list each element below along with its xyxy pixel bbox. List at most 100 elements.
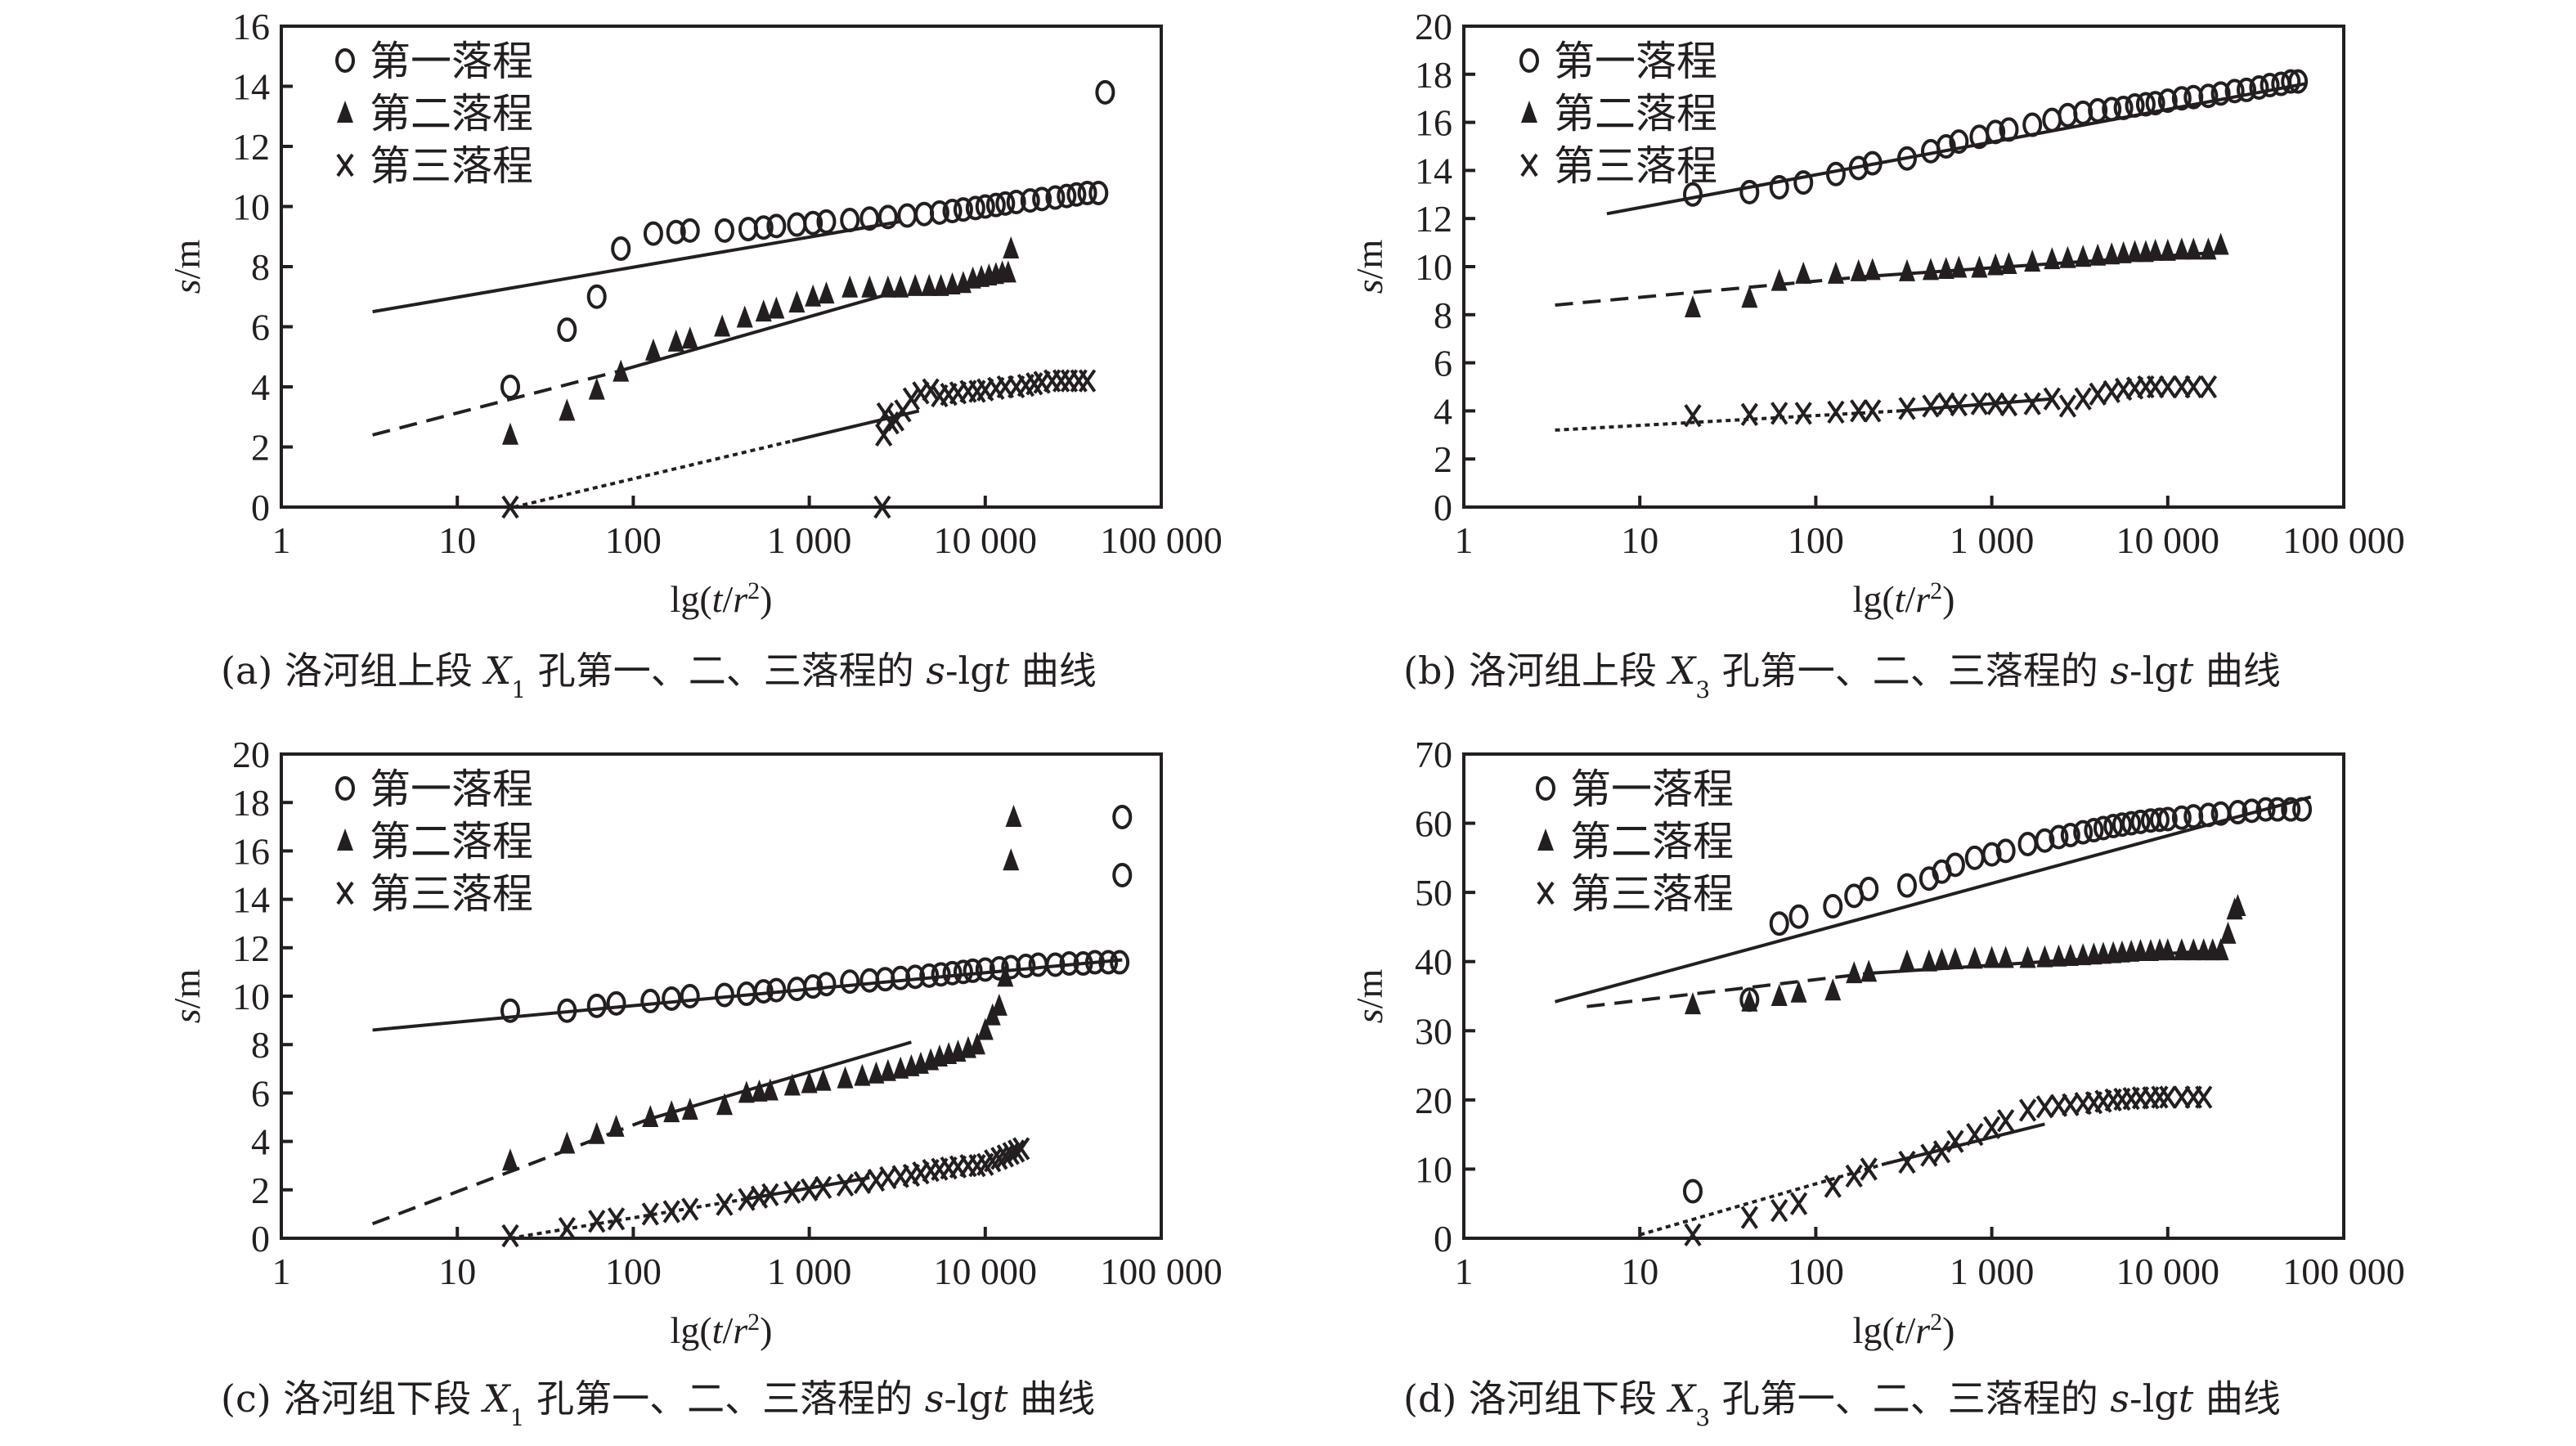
data-point-circle (931, 962, 951, 987)
data-point-triangle (681, 326, 698, 349)
y-tick-label: 18 (232, 782, 270, 824)
data-point-circle (989, 955, 1009, 981)
data-point-circle (1057, 183, 1077, 209)
data-point-circle (1949, 129, 1969, 155)
data-point-triangle (1950, 255, 1968, 278)
data-point-circle (1032, 186, 1052, 212)
x-tick-label: 100 000 (1100, 1251, 1223, 1292)
y-tick-label: 50 (1415, 872, 1452, 914)
series-1 (500, 79, 1115, 399)
y-axis-title: s/m (1349, 969, 1390, 1024)
y-tick-label: 12 (232, 126, 270, 168)
x-tick-label: 1 000 (1950, 1251, 2035, 1292)
fit-line-solid (615, 289, 901, 374)
caption-part: -lg (2129, 649, 2179, 693)
x-axis-title-part: lg( (671, 578, 712, 620)
y-tick-label: 0 (1434, 1218, 1452, 1260)
data-point-cross (990, 1147, 1008, 1170)
data-point-cross (996, 1144, 1014, 1168)
data-point-triangle (1770, 268, 1788, 291)
data-point-triangle (1005, 804, 1022, 827)
data-point-cross (1932, 1140, 1951, 1164)
caption-part: 曲线 (2193, 649, 2281, 693)
data-point-triangle (2089, 243, 2107, 266)
data-point-circle (1045, 185, 1066, 210)
data-point-cross (2018, 1098, 2037, 1122)
y-tick-label: 6 (251, 1072, 270, 1114)
series-3 (501, 1137, 1030, 1248)
x-axis-title-part: t (1895, 578, 1906, 620)
x-axis-title-part: ) (1942, 1309, 1954, 1351)
data-point-circle (680, 984, 700, 1008)
data-point-circle (2060, 822, 2080, 847)
y-axis-title-unit: /m (166, 240, 208, 280)
data-point-circle (1059, 951, 1079, 977)
data-point-circle (1066, 182, 1087, 207)
data-point-circle (2157, 806, 2178, 832)
data-point-circle (1084, 950, 1105, 975)
data-point-cross (1898, 1150, 1916, 1174)
data-point-cross (2184, 375, 2202, 399)
data-point-cross (800, 1178, 819, 1201)
data-point-circle (803, 210, 824, 236)
caption-part: (c) 洛河组下段 (221, 1376, 483, 1421)
data-point-circle (2149, 807, 2170, 833)
caption-part: X (1667, 649, 1698, 693)
data-point-cross (716, 1192, 734, 1216)
data-point-circle (557, 317, 577, 343)
caption-part: t (994, 649, 1010, 693)
data-point-cross (1078, 369, 1097, 393)
x-axis-title-part: / (722, 1309, 733, 1351)
data-point-circle (766, 213, 787, 239)
data-point-circle (666, 219, 686, 245)
data-point-circle (2228, 800, 2248, 825)
x-tick-label: 1 000 (1950, 519, 2035, 561)
data-point-circle (816, 972, 837, 997)
y-tick-label: 16 (232, 6, 270, 47)
data-point-cross (1999, 393, 2018, 417)
x-axis-title-part: 2 (1930, 1309, 1942, 1336)
data-point-triangle (2075, 943, 2092, 966)
y-tick-label: 16 (232, 830, 270, 872)
data-point-triangle (1946, 947, 1963, 970)
caption-part: t (2179, 1376, 2194, 1421)
series-3 (501, 369, 1097, 519)
data-point-cross (1850, 399, 1868, 423)
data-point-cross (607, 1207, 626, 1231)
caption-part: 曲线 (1009, 649, 1097, 693)
panel-caption: (c) 洛河组下段 X1 孔第一、二、三落程的 s-lgt 曲线 (221, 1376, 1095, 1431)
data-point-triangle (1864, 258, 1881, 281)
fit-line-solid (1899, 397, 2053, 413)
data-point-cross (783, 1180, 801, 1204)
y-axis-title: s/m (166, 240, 208, 294)
data-point-cross (1012, 1137, 1030, 1161)
data-point-cross (1950, 393, 1968, 417)
y-tick-label: 16 (1415, 102, 1452, 144)
data-point-circle (1986, 119, 2006, 145)
data-point-circle (942, 960, 963, 986)
data-point-cross (1052, 369, 1070, 393)
data-point-circle (1110, 950, 1130, 975)
data-point-circle (859, 206, 880, 231)
data-point-triangle (1521, 101, 1537, 123)
y-tick-label: 10 (232, 976, 270, 1017)
data-point-circle (606, 990, 626, 1016)
data-point-triangle (588, 377, 605, 400)
x-axis-title-part: 2 (1930, 577, 1942, 604)
data-point-triangle (1684, 294, 1701, 317)
data-point-circle (1769, 911, 1789, 936)
data-point-triangle (1898, 949, 1915, 972)
x-tick-label: 100 (1788, 519, 1844, 561)
legend-label: 第三落程 (1554, 142, 1717, 190)
data-point-circle (2112, 812, 2132, 838)
data-point-circle (1896, 146, 1917, 171)
y-tick-label: 10 (232, 186, 270, 228)
x-axis-title: lg(t/r2) (671, 577, 773, 621)
series-2 (1684, 894, 2246, 1015)
data-point-triangle (1987, 253, 2004, 276)
data-point-circle (1981, 842, 2002, 867)
data-point-cross (1008, 1139, 1025, 1163)
data-point-circle (2084, 818, 2104, 843)
data-point-circle (2255, 797, 2276, 822)
